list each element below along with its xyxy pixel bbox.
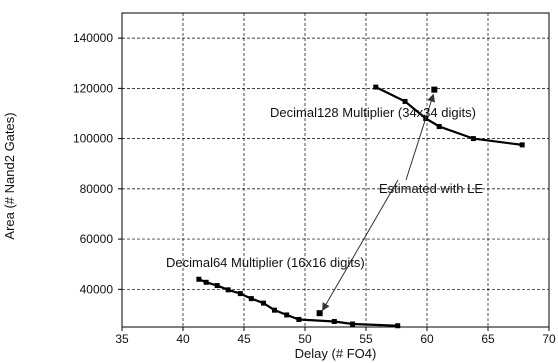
annotation-arrows [322,93,435,312]
x-tick-label: 60 [420,332,434,346]
data-point [203,279,209,285]
x-axis-label: Delay (# FO4) [295,346,377,361]
x-tick-label: 55 [359,332,373,346]
data-point [225,287,231,293]
y-tick-label: 140000 [73,31,113,45]
data-point [261,300,267,306]
data-point [248,296,254,302]
data-point [296,316,302,322]
data-point [470,136,476,142]
y-tick-label: 40000 [80,282,114,296]
data-point [237,291,243,297]
data-point [196,276,202,282]
plot-frame [121,12,550,328]
estimated-point [431,86,438,93]
series-layer [196,84,525,329]
data-point [436,124,442,130]
decimal128-annotation: Decimal128 Multiplier (34x34 digits) [270,105,476,120]
x-tick-label: 35 [115,332,129,346]
x-tick-label: 70 [542,332,556,346]
grid-lines [122,13,549,327]
data-point [402,98,408,104]
data-point [284,312,290,318]
estimated-point [316,310,323,317]
data-point [373,84,379,90]
x-tick-label: 40 [176,332,190,346]
y-tick-label: 60000 [80,232,114,246]
y-tick-label: 120000 [73,81,113,95]
y-axis-label: Area (# Nand2 Gates) [2,112,17,239]
data-point [272,307,277,313]
data-point [331,318,337,324]
data-point [214,283,220,289]
data-point [519,142,525,148]
arrow-to-decimal128-estimate [405,93,435,181]
y-tick-label: 100000 [73,132,113,146]
series-line-decimal128 [375,86,523,146]
x-tick-label: 45 [237,332,251,346]
data-point [350,321,356,327]
x-tick-label: 50 [298,332,312,346]
data-point [395,323,401,329]
decimal64-annotation: Decimal64 Multiplier (16x16 digits) [166,255,365,270]
arrow-to-decimal64-estimate [322,179,399,312]
estimated-annotation: Estimated with LE [379,181,483,196]
axis-ticks: 35 40 45 50 55 60 65 70 40000 60000 80000 100000 120… [73,31,556,346]
x-tick-label: 65 [481,332,495,346]
y-tick-label: 80000 [80,182,114,196]
